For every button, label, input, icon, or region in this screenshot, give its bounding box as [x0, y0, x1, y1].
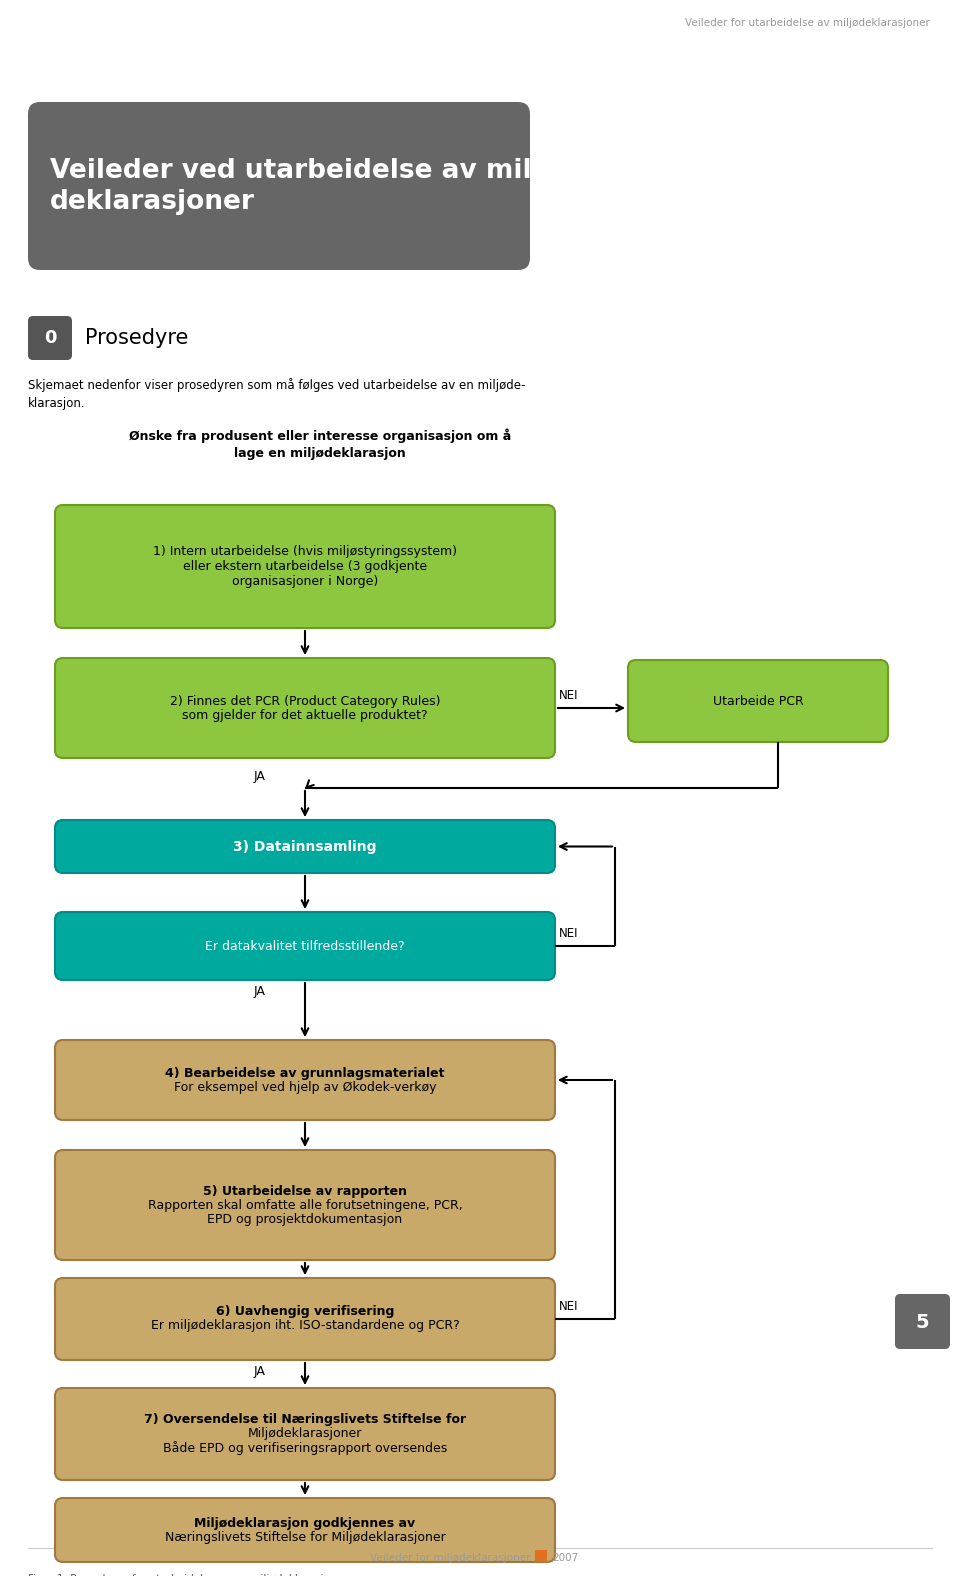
Text: 7) Oversendelse til Næringslivets Stiftelse for: 7) Oversendelse til Næringslivets Stifte… — [144, 1414, 466, 1426]
FancyBboxPatch shape — [55, 659, 555, 758]
Text: 4) Bearbeidelse av grunnlagsmaterialet: 4) Bearbeidelse av grunnlagsmaterialet — [165, 1067, 444, 1080]
Text: Både EPD og verifiseringsrapport oversendes: Både EPD og verifiseringsrapport oversen… — [163, 1440, 447, 1455]
FancyBboxPatch shape — [55, 1499, 555, 1562]
Text: 5: 5 — [915, 1313, 929, 1332]
Text: Er datakvalitet tilfredsstillende?: Er datakvalitet tilfredsstillende? — [205, 939, 405, 952]
Text: Skjemaet nedenfor viser prosedyren som må følges ved utarbeidelse av en miljøde-: Skjemaet nedenfor viser prosedyren som m… — [28, 378, 525, 410]
Text: NEI: NEI — [559, 689, 579, 701]
FancyBboxPatch shape — [55, 913, 555, 980]
Text: For eksempel ved hjelp av Økodek-verkøy: For eksempel ved hjelp av Økodek-verkøy — [174, 1081, 436, 1094]
Text: som gjelder for det aktuelle produktet?: som gjelder for det aktuelle produktet? — [182, 709, 428, 722]
Text: Prosedyre: Prosedyre — [85, 328, 188, 348]
Text: Veileder for miljødeklarasjoner: Veileder for miljødeklarasjoner — [370, 1552, 530, 1563]
Text: EPD og prosjektdokumentasjon: EPD og prosjektdokumentasjon — [207, 1212, 402, 1226]
Text: 2) Finnes det PCR (Product Category Rules): 2) Finnes det PCR (Product Category Rule… — [170, 695, 441, 708]
Text: Rapporten skal omfatte alle forutsetningene, PCR,: Rapporten skal omfatte alle forutsetning… — [148, 1198, 463, 1212]
Text: Veileder ved utarbeidelse av miljø-
deklarasjoner: Veileder ved utarbeidelse av miljø- dekl… — [50, 158, 569, 214]
Text: JA: JA — [254, 985, 266, 998]
Text: NEI: NEI — [559, 1300, 579, 1313]
FancyBboxPatch shape — [535, 1551, 547, 1562]
FancyBboxPatch shape — [55, 504, 555, 627]
Text: 0: 0 — [44, 329, 57, 347]
Text: JA: JA — [254, 1365, 266, 1377]
Text: 1) Intern utarbeidelse (hvis miljøstyringssystem): 1) Intern utarbeidelse (hvis miljøstyrin… — [153, 545, 457, 558]
FancyBboxPatch shape — [55, 1150, 555, 1259]
Text: NEI: NEI — [559, 927, 579, 939]
Text: Figur 1. Prosedyren for utarbeidelse av en miljødeklarasjon: Figur 1. Prosedyren for utarbeidelse av … — [28, 1574, 337, 1576]
FancyBboxPatch shape — [628, 660, 888, 742]
FancyBboxPatch shape — [895, 1294, 950, 1349]
Text: eller ekstern utarbeidelse (3 godkjente: eller ekstern utarbeidelse (3 godkjente — [183, 559, 427, 574]
Text: 3) Datainnsamling: 3) Datainnsamling — [233, 840, 376, 854]
Text: Ønske fra produsent eller interesse organisasjon om å
lage en miljødeklarasjon: Ønske fra produsent eller interesse orga… — [129, 429, 511, 460]
Text: Er miljødeklarasjon iht. ISO-standardene og PCR?: Er miljødeklarasjon iht. ISO-standardene… — [151, 1319, 460, 1332]
Text: JA: JA — [254, 771, 266, 783]
FancyBboxPatch shape — [55, 1040, 555, 1121]
Text: Utarbeide PCR: Utarbeide PCR — [712, 695, 804, 708]
Text: Veileder for utarbeidelse av miljødeklarasjoner: Veileder for utarbeidelse av miljødeklar… — [685, 17, 930, 28]
FancyBboxPatch shape — [28, 102, 530, 269]
Text: 6) Uavhengig verifisering: 6) Uavhengig verifisering — [216, 1305, 395, 1319]
Text: Miljødeklarasjoner: Miljødeklarasjoner — [248, 1428, 362, 1440]
Text: Miljødeklarasjon godkjennes av: Miljødeklarasjon godkjennes av — [195, 1516, 416, 1529]
FancyBboxPatch shape — [55, 1278, 555, 1360]
FancyBboxPatch shape — [55, 1388, 555, 1480]
Text: Næringslivets Stiftelse for Miljødeklarasjoner: Næringslivets Stiftelse for Miljødeklara… — [164, 1530, 445, 1543]
Text: organisasjoner i Norge): organisasjoner i Norge) — [232, 575, 378, 588]
FancyBboxPatch shape — [28, 317, 72, 359]
Text: 2007: 2007 — [552, 1552, 578, 1563]
FancyBboxPatch shape — [55, 820, 555, 873]
Text: 5) Utarbeidelse av rapporten: 5) Utarbeidelse av rapporten — [203, 1185, 407, 1198]
